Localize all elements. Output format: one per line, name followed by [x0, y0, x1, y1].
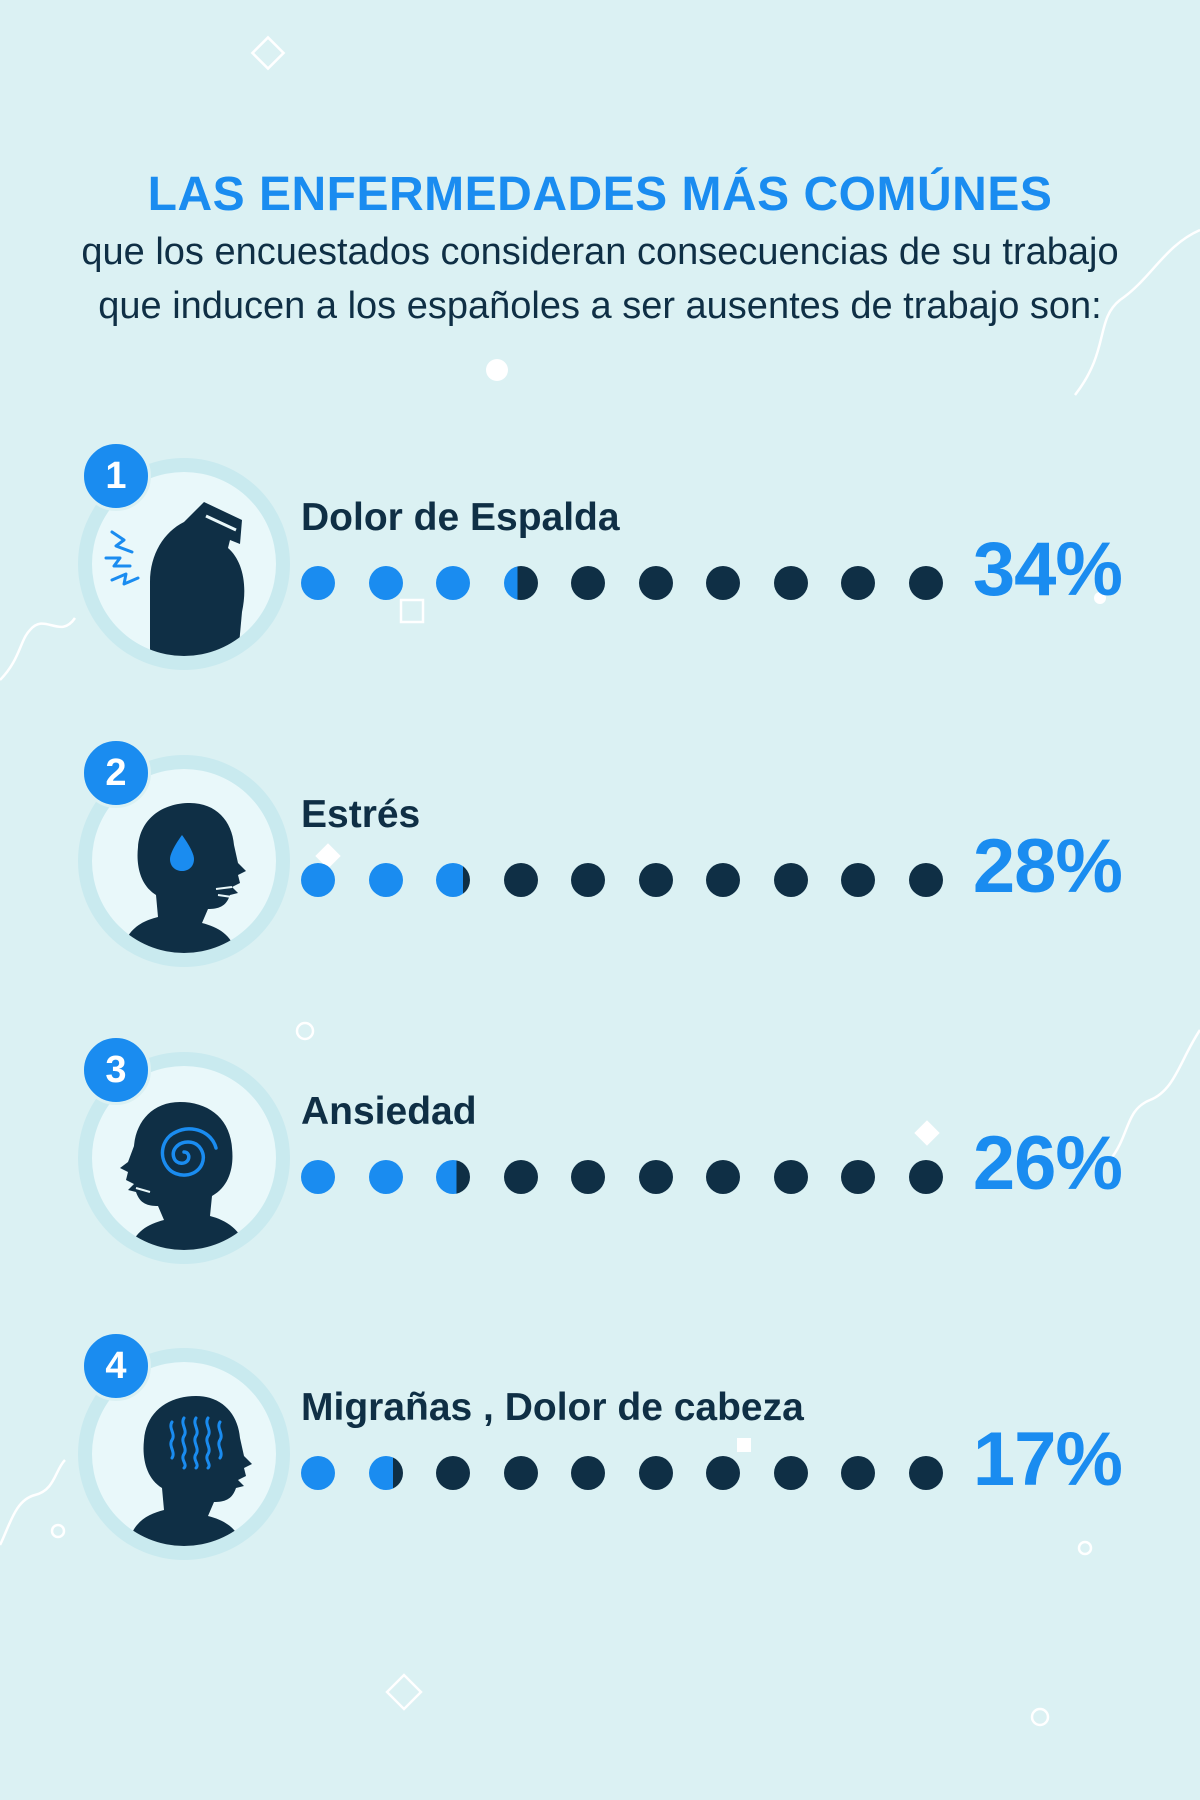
dot-meter	[301, 1160, 951, 1196]
meter-dot	[706, 1456, 740, 1490]
meter-dot	[706, 566, 740, 600]
meter-dot	[841, 566, 875, 600]
meter-dot	[841, 1160, 875, 1194]
list-item-estres: 2 Estrés 28%	[0, 713, 1200, 967]
rank-badge: 3	[81, 1035, 151, 1105]
back-pain-icon	[104, 502, 245, 656]
meter-dot	[571, 566, 605, 600]
rank-badge: 2	[81, 738, 151, 808]
item-label: Ansiedad	[301, 1090, 477, 1133]
page-title: LAS ENFERMEDADES MÁS COMÚNES	[147, 168, 1053, 221]
item-label: Estrés	[301, 793, 421, 836]
rank-badge: 1	[81, 441, 151, 511]
meter-dot	[639, 566, 673, 600]
meter-dot	[504, 1160, 538, 1194]
meter-dot	[301, 863, 335, 897]
meter-dot	[639, 1160, 673, 1194]
meter-dot	[909, 863, 943, 897]
meter-dot	[841, 1456, 875, 1490]
dot-meter	[301, 863, 951, 899]
item-label: Migrañas , Dolor de cabeza	[301, 1386, 804, 1429]
list-item-dolor-de-espalda: 1 Dolor de Espalda 34%	[0, 416, 1200, 670]
meter-dot	[301, 1456, 335, 1490]
stress-icon	[122, 803, 246, 953]
meter-dot	[504, 863, 538, 897]
meter-dot	[436, 1160, 470, 1194]
meter-dot	[706, 863, 740, 897]
meter-dot	[369, 863, 403, 897]
list-item-migranas: 4 Migrañas , Dolor de cabeza 17%	[0, 1306, 1200, 1560]
meter-dot	[301, 1160, 335, 1194]
meter-dot	[436, 1456, 470, 1490]
meter-dot	[774, 863, 808, 897]
percent-value: 26%	[972, 1121, 1123, 1206]
meter-dot	[571, 1160, 605, 1194]
meter-dot	[504, 566, 538, 600]
subtitle-line-1: que los encuestados consideran consecuen…	[81, 231, 1119, 273]
list-item-ansiedad: 3 Ansiedad 26%	[0, 1010, 1200, 1264]
meter-dot	[774, 566, 808, 600]
meter-dot	[706, 1160, 740, 1194]
meter-dot	[436, 566, 470, 600]
meter-dot	[639, 1456, 673, 1490]
meter-dot	[369, 566, 403, 600]
percent-value: 34%	[972, 527, 1123, 612]
meter-dot	[774, 1456, 808, 1490]
meter-dot	[436, 863, 470, 897]
percent-value: 17%	[972, 1417, 1123, 1502]
subtitle-line-2: que inducen a los españoles a ser ausent…	[98, 285, 1102, 327]
meter-dot	[841, 863, 875, 897]
item-label: Dolor de Espalda	[301, 496, 620, 539]
anxiety-icon	[120, 1102, 246, 1250]
meter-dot	[571, 1456, 605, 1490]
meter-dot	[909, 566, 943, 600]
meter-dot	[369, 1456, 403, 1490]
meter-dot	[639, 863, 673, 897]
meter-dot	[504, 1456, 538, 1490]
headache-icon	[128, 1396, 252, 1546]
header: LAS ENFERMEDADES MÁS COMÚNES que los enc…	[0, 165, 1200, 333]
meter-dot	[774, 1160, 808, 1194]
dot-meter	[301, 1456, 951, 1492]
meter-dot	[909, 1456, 943, 1490]
meter-dot	[369, 1160, 403, 1194]
dot-meter	[301, 566, 951, 602]
meter-dot	[909, 1160, 943, 1194]
avatar-circle	[78, 1052, 290, 1264]
percent-value: 28%	[972, 824, 1123, 909]
meter-dot	[301, 566, 335, 600]
rank-badge: 4	[81, 1331, 151, 1401]
meter-dot	[571, 863, 605, 897]
